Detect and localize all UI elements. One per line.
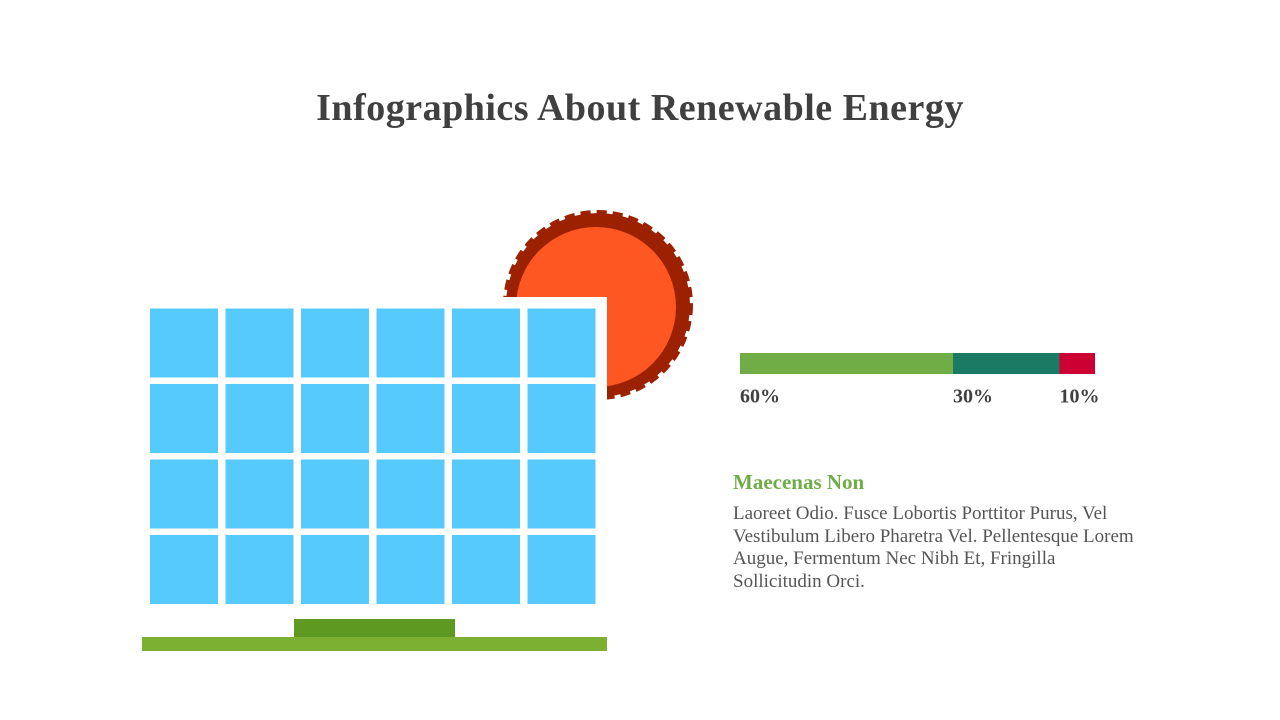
value-label: 60% xyxy=(740,386,780,408)
value-label: 10% xyxy=(1060,386,1100,408)
text-body: Laoreet Odio. Fusce Lobortis Porttitor P… xyxy=(733,503,1134,592)
bar-segment xyxy=(740,353,953,374)
stacked-bar: 60% 30% 10% xyxy=(740,353,1100,408)
bar-segment xyxy=(953,353,1060,374)
panel-base xyxy=(142,637,607,651)
solar-cells xyxy=(150,308,597,606)
value-label: 30% xyxy=(953,386,993,408)
slide-title: Infographics About Renewable Energy xyxy=(316,87,964,129)
bar-segment xyxy=(1059,353,1095,374)
panel-stand xyxy=(294,619,455,638)
text-heading: Maecenas Non xyxy=(733,470,865,494)
